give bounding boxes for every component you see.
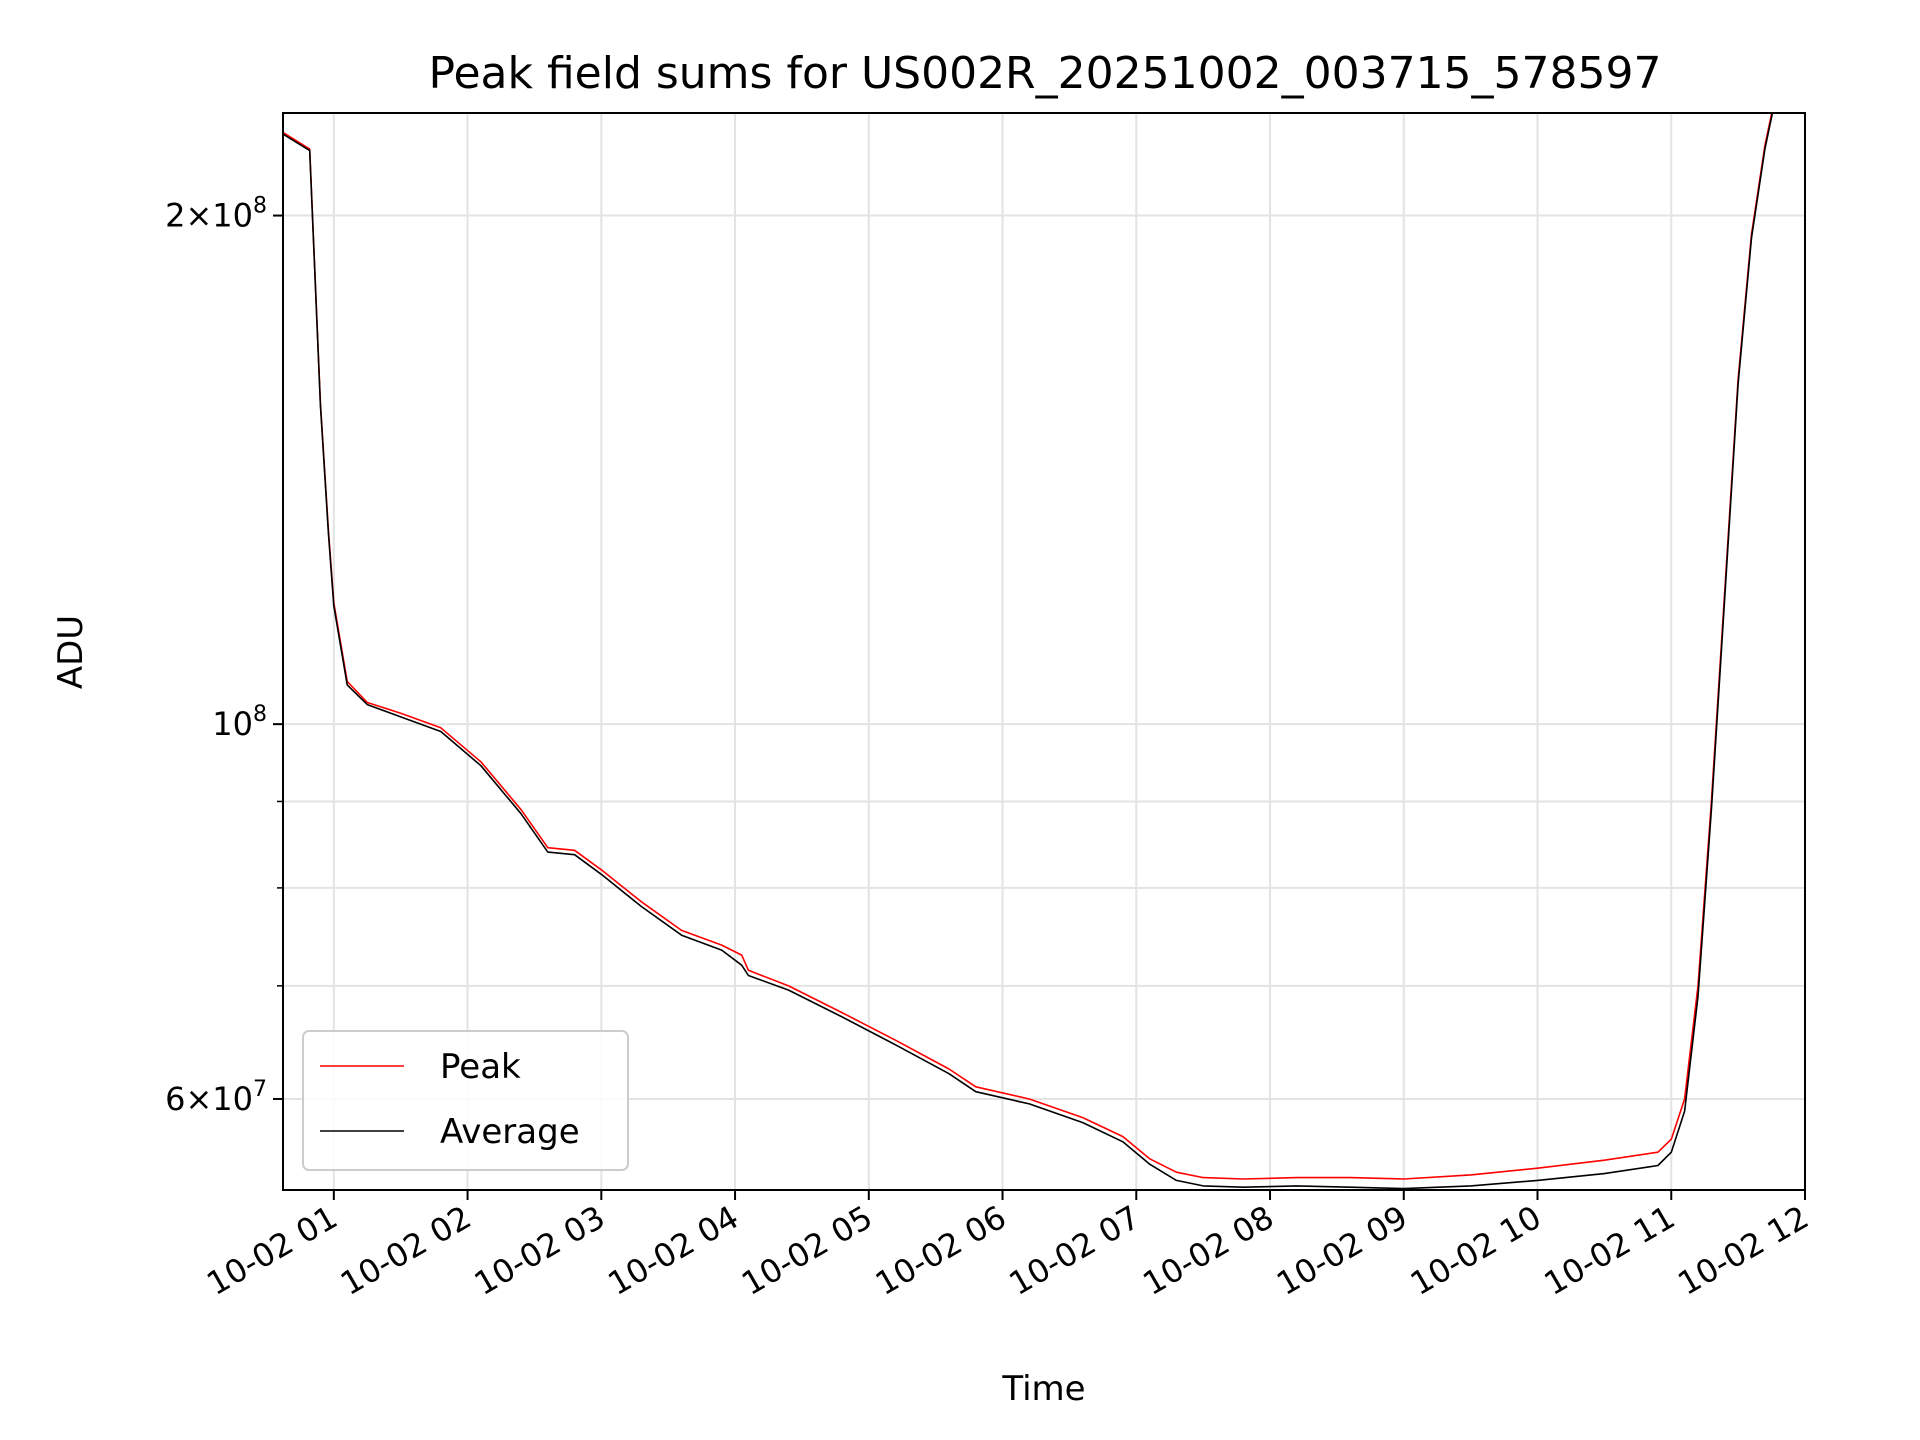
legend-label-average: Average bbox=[440, 1112, 580, 1152]
y-axis-label: ADU bbox=[51, 615, 91, 689]
x-axis-label: Time bbox=[1001, 1369, 1085, 1409]
series-line-peak bbox=[283, 113, 1773, 1180]
y-tick-label: 2×108 bbox=[165, 194, 267, 235]
y-tick-label: 6×107 bbox=[165, 1077, 267, 1118]
series-group bbox=[283, 113, 1774, 1190]
chart-title: Peak field sums for US002R_20251002_0037… bbox=[428, 48, 1661, 99]
grid bbox=[283, 113, 1806, 1190]
legend-label-peak: Peak bbox=[440, 1047, 521, 1087]
plot-frame bbox=[282, 112, 1806, 1191]
series-line-average bbox=[283, 113, 1774, 1190]
y-tick-label: 108 bbox=[212, 702, 267, 743]
legend: Peak Average bbox=[302, 1030, 629, 1171]
